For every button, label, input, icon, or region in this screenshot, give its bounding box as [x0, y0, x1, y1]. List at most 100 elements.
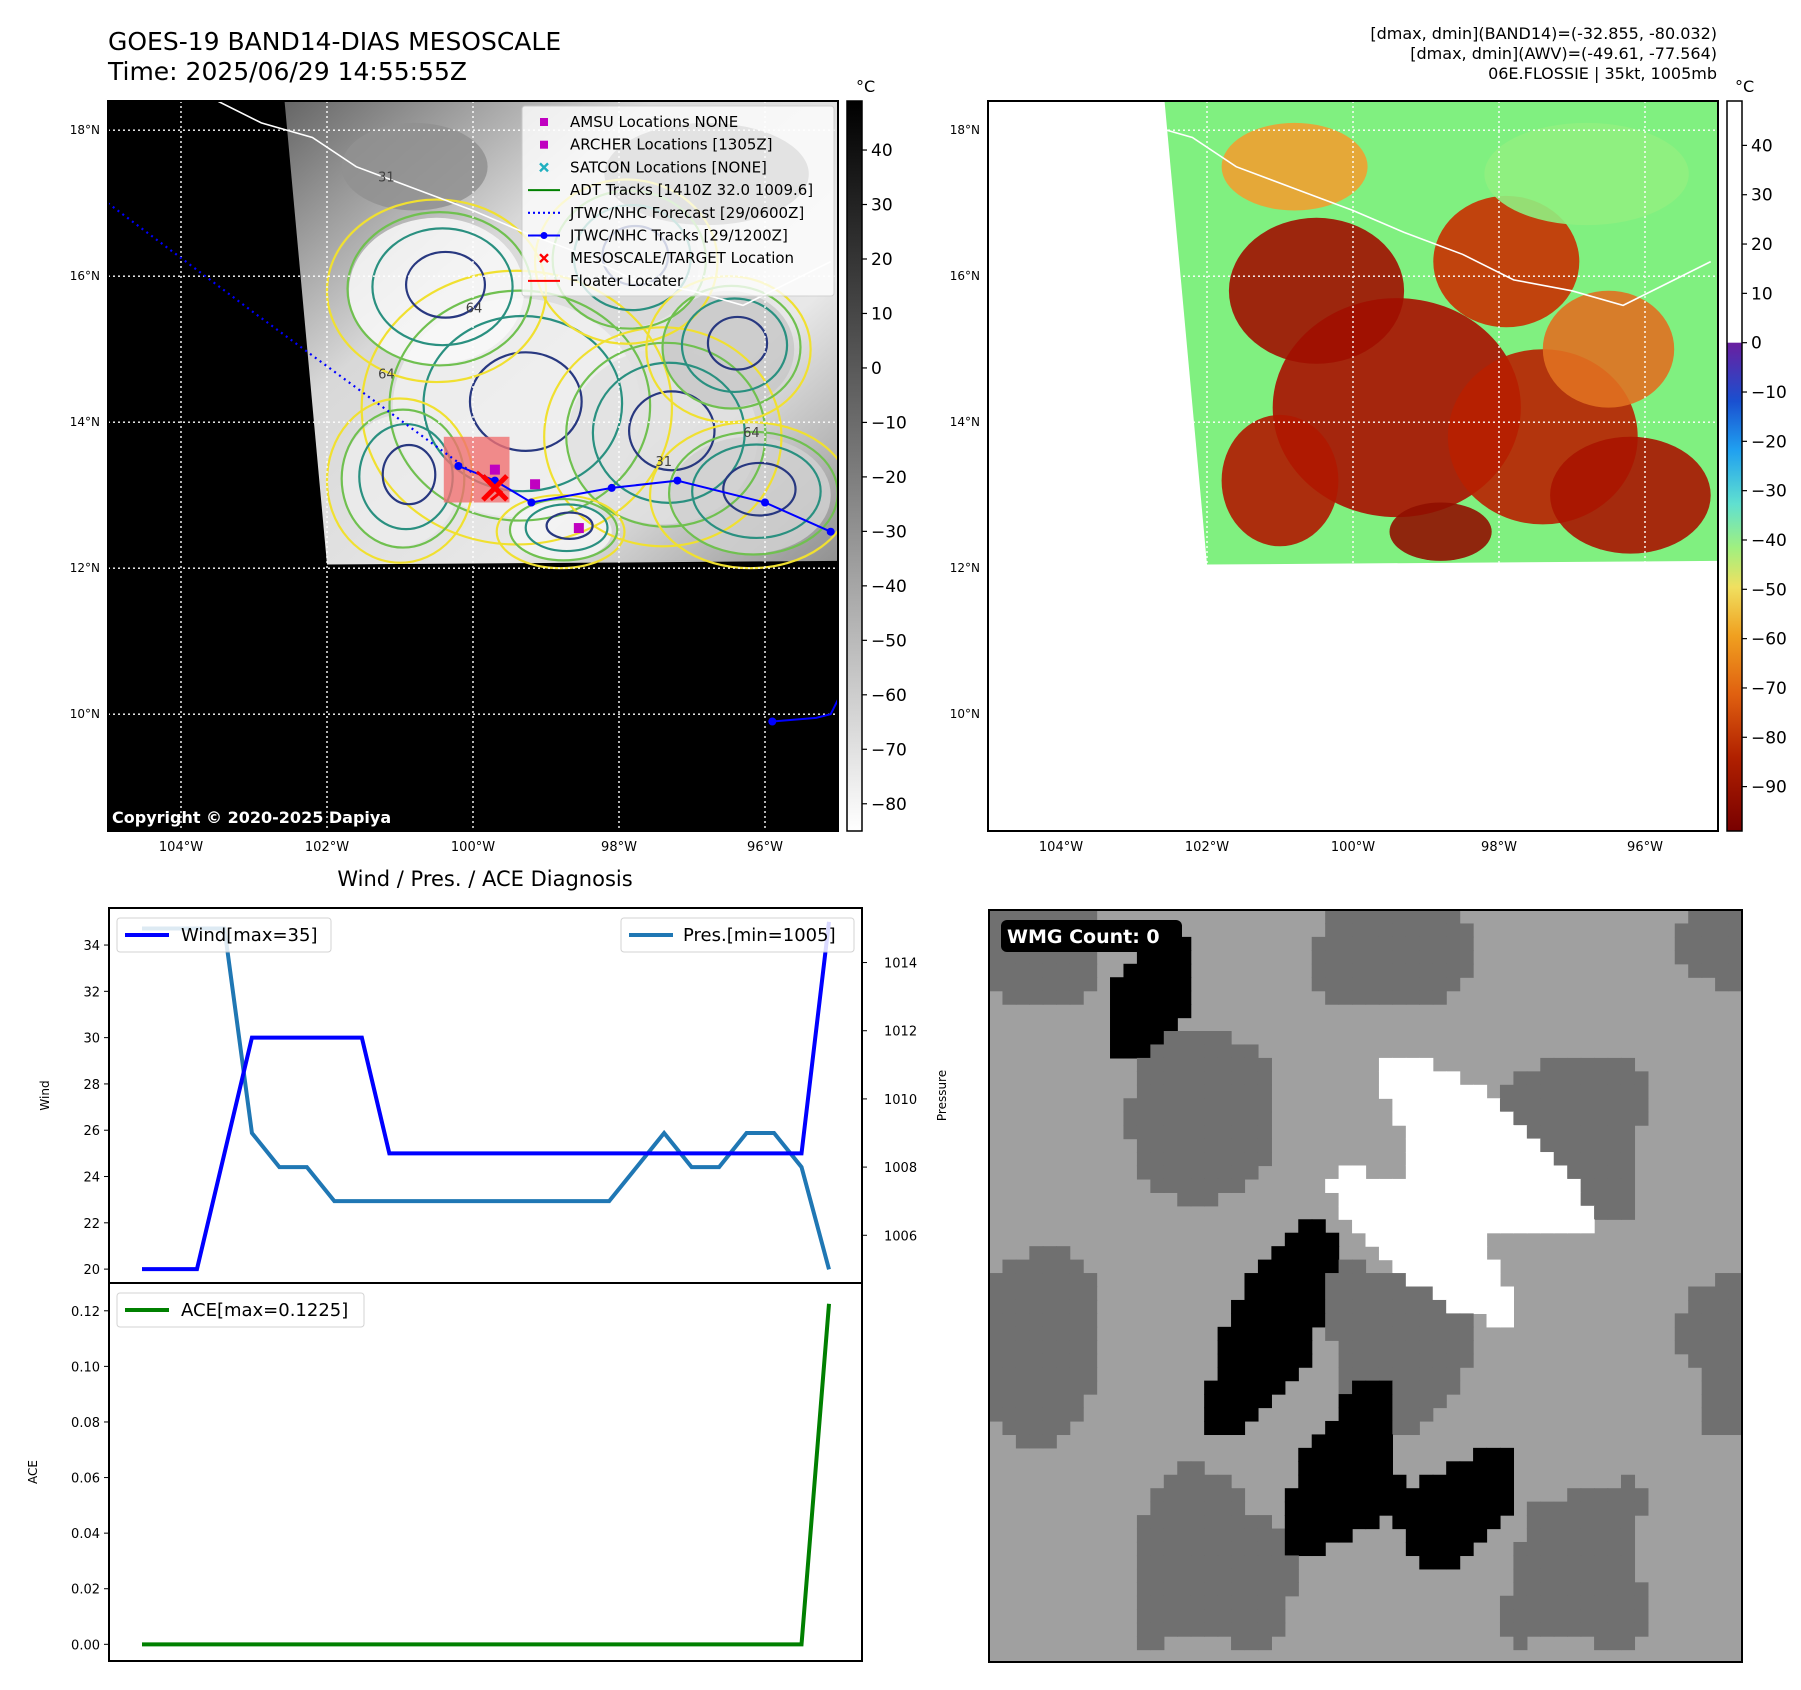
wmg-cell: [1110, 1031, 1125, 1046]
wmg-cell: [1419, 1165, 1434, 1180]
wmg-cell: [1056, 1367, 1071, 1382]
wmg-cell: [1432, 950, 1447, 965]
wmg-cell: [1204, 1111, 1219, 1126]
wmg-cell: [1244, 1152, 1259, 1167]
wmg-cell: [1728, 1407, 1743, 1422]
wmg-cell: [1325, 1461, 1340, 1476]
wmg-cell: [1553, 1111, 1568, 1126]
wmg-cell: [1177, 1031, 1192, 1046]
wmg-cell: [1459, 950, 1474, 965]
wmg-cell: [1231, 1407, 1246, 1422]
wmg-cell: [1486, 1461, 1501, 1476]
wmg-cell: [1338, 1326, 1353, 1341]
wmg-cell: [1042, 1394, 1057, 1409]
wmg-cell: [1190, 1582, 1205, 1597]
wmg-cell: [1311, 1232, 1326, 1247]
wmg-cell: [1419, 1286, 1434, 1301]
wmg-cell: [1459, 1501, 1474, 1516]
wmg-cell: [1392, 1515, 1407, 1530]
wmg-cell: [1473, 1232, 1488, 1247]
wmg-cell: [1432, 936, 1447, 951]
wmg-cell: [1177, 1098, 1192, 1113]
wmg-cell: [1634, 1098, 1649, 1113]
wmg-cell: [1311, 1299, 1326, 1314]
legend-label: ADT Tracks [1410Z 32.0 1009.6]: [570, 181, 813, 199]
wmg-cell: [1701, 910, 1716, 925]
wmg-cell: [1325, 1326, 1340, 1341]
wmg-cell: [1338, 1380, 1353, 1395]
wmg-cell: [1701, 923, 1716, 938]
wmg-cell: [1378, 1057, 1393, 1072]
wmg-cell: [1553, 1138, 1568, 1153]
wmg-cell: [1688, 1299, 1703, 1314]
wmg-cell: [1674, 1340, 1689, 1355]
wmg-cell: [1405, 1515, 1420, 1530]
wmg-cell: [1701, 1353, 1716, 1368]
wmg-cell: [1271, 1380, 1286, 1395]
wmg-cell: [1163, 1555, 1178, 1570]
wmg-cell: [1378, 950, 1393, 965]
wmg-cell: [1405, 1326, 1420, 1341]
wmg-cell: [1002, 1420, 1017, 1436]
wmg-cell: [1217, 1609, 1232, 1624]
wmg-cell: [1459, 1098, 1474, 1113]
wmg-cell: [1634, 1595, 1649, 1610]
wmg-cell: [1352, 1461, 1367, 1476]
wmg-cell: [1392, 1273, 1407, 1288]
wmg-cell: [1190, 1461, 1205, 1476]
colorbar-tick-label: −30: [871, 522, 907, 542]
lon-tick-label: 96°W: [747, 840, 783, 855]
wmg-cell: [1634, 1084, 1649, 1099]
wmg-cell: [1459, 1259, 1474, 1274]
wmg-cell: [1446, 1192, 1461, 1207]
wmg-cell: [1150, 1541, 1165, 1557]
wmg-cell: [1620, 1622, 1636, 1637]
wmg-cell: [1002, 1286, 1017, 1301]
wmg-cell: [1231, 1326, 1246, 1341]
wmg-cell: [1365, 1273, 1380, 1288]
wmg-cell: [1378, 1394, 1393, 1409]
wmg-cell: [1029, 1299, 1044, 1314]
wmg-cell: [1365, 1488, 1380, 1503]
wmg-cell: [1594, 1205, 1609, 1220]
wmg-cell: [1446, 1232, 1461, 1247]
wmg-cell: [1190, 1474, 1205, 1489]
wmg-cell: [1284, 1286, 1299, 1301]
wmg-cell: [1446, 923, 1461, 938]
wmg-cell: [1177, 1152, 1192, 1167]
wmg-cell: [1029, 1394, 1044, 1409]
wmg-cell: [1526, 1098, 1541, 1113]
wmg-cell: [1123, 1111, 1138, 1126]
wmg-cell: [1257, 1528, 1272, 1543]
wmg-cell: [1365, 1474, 1380, 1489]
lat-tick-label: 12°N: [950, 561, 980, 575]
wmg-cell: [1217, 1152, 1232, 1167]
wmg-cell: [1419, 990, 1434, 1005]
wmg-cell: [1163, 963, 1178, 978]
wmg-cell: [1271, 1299, 1286, 1314]
wmg-cell: [1015, 1420, 1030, 1436]
wmg-cell: [1419, 1232, 1434, 1247]
wmg-cell: [1378, 977, 1393, 992]
wmg-cell: [1298, 1313, 1313, 1328]
wmg-cell: [1204, 1474, 1219, 1489]
wmg-cell: [1567, 1595, 1582, 1610]
wmg-cell: [1163, 1178, 1178, 1193]
wmg-cell: [1257, 1071, 1272, 1086]
wmg-cell: [989, 950, 1004, 965]
wmg-cell: [1688, 1313, 1703, 1328]
wmg-cell: [1405, 1299, 1420, 1314]
colorbar-tick-label: 40: [1751, 136, 1773, 156]
wmg-cell: [1405, 1232, 1420, 1247]
wmg-cell: [1499, 1609, 1515, 1624]
wmg-cell: [1083, 1286, 1098, 1301]
wmg-cell: [1365, 950, 1380, 965]
wmg-cell: [1284, 1353, 1299, 1368]
wmg-cell: [1392, 1205, 1407, 1220]
legend-marker-dot: [540, 232, 548, 239]
wmg-cell: [1177, 1057, 1192, 1072]
wmg-cell: [1136, 1165, 1151, 1180]
wmg-cell: [1513, 1555, 1528, 1570]
wmg-cell: [1432, 1340, 1447, 1355]
wmg-cell: [1446, 1367, 1461, 1382]
